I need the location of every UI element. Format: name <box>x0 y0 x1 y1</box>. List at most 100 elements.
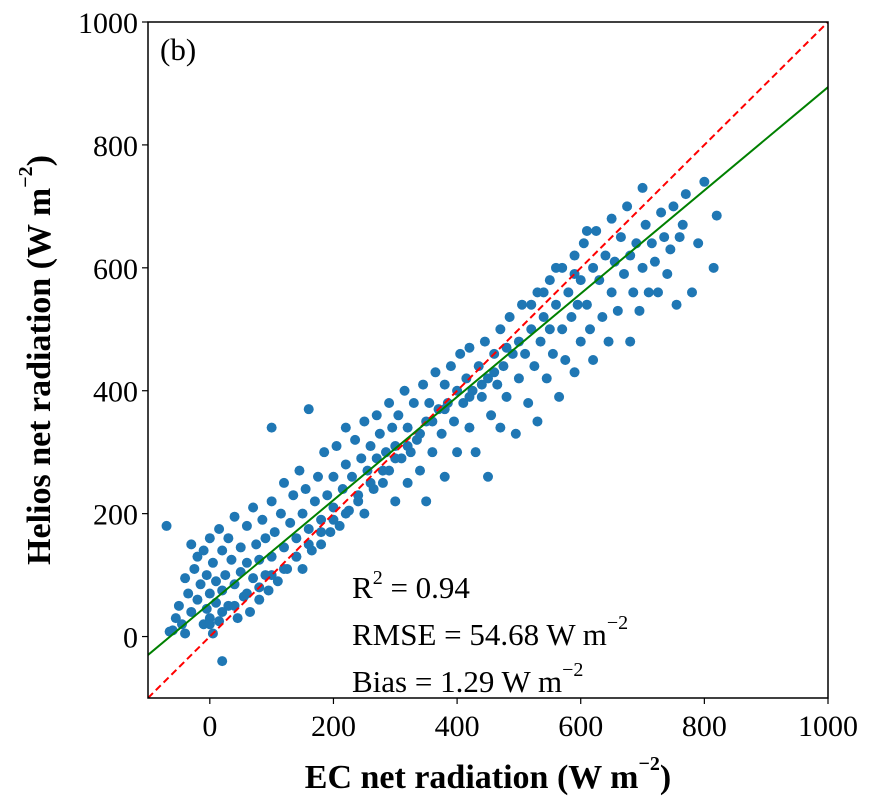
data-point <box>402 477 413 488</box>
data-point <box>198 545 209 556</box>
data-point <box>436 428 447 439</box>
data-point <box>319 447 330 458</box>
data-point <box>646 238 657 249</box>
data-point <box>331 441 342 452</box>
data-point <box>637 262 648 273</box>
data-point <box>547 348 558 359</box>
x-tick-label: 200 <box>311 710 356 743</box>
data-point <box>207 557 218 568</box>
data-point <box>254 554 265 565</box>
data-point <box>541 373 552 384</box>
data-point <box>217 545 228 556</box>
data-point <box>551 262 561 273</box>
data-point <box>214 524 225 534</box>
y-tick-label: 1000 <box>78 7 138 40</box>
x-tick-label: 400 <box>435 710 480 743</box>
data-point <box>303 404 314 415</box>
data-point <box>662 268 673 279</box>
data-point <box>532 416 543 427</box>
data-point <box>699 176 710 187</box>
data-point <box>606 213 617 224</box>
y-axis-label: Helios net radiation (W m−2) <box>15 155 58 565</box>
data-point <box>170 613 181 624</box>
r2-annotation: R2 = 0.94 <box>352 567 470 605</box>
data-point <box>671 299 682 310</box>
data-point <box>464 422 475 433</box>
data-point <box>229 511 240 522</box>
data-point <box>173 600 184 611</box>
data-point <box>711 210 722 221</box>
x-tick-label: 800 <box>682 710 727 743</box>
y-tick-label: 400 <box>93 376 138 409</box>
data-point <box>483 471 493 482</box>
data-point <box>204 588 215 599</box>
data-point <box>455 348 466 359</box>
data-point <box>427 447 438 458</box>
data-point <box>619 268 629 279</box>
data-point <box>581 299 592 310</box>
data-point <box>708 262 719 273</box>
data-point <box>495 422 506 433</box>
data-point <box>498 361 509 372</box>
data-point <box>291 533 302 544</box>
data-point <box>297 508 308 519</box>
data-point <box>606 287 617 298</box>
data-point <box>517 299 527 310</box>
data-point <box>316 527 327 538</box>
data-point <box>439 471 450 482</box>
data-point <box>235 542 246 553</box>
data-point <box>600 250 611 261</box>
data-point <box>177 619 187 630</box>
data-point <box>510 428 521 439</box>
data-point <box>486 410 497 421</box>
data-point <box>544 324 555 335</box>
data-point <box>195 579 206 590</box>
data-point <box>659 232 670 243</box>
data-point <box>217 585 228 596</box>
data-point <box>578 238 589 249</box>
data-point <box>186 606 197 617</box>
data-point <box>359 416 370 427</box>
y-tick-label: 200 <box>93 499 138 532</box>
data-point <box>575 336 586 347</box>
data-point <box>622 201 633 212</box>
data-point <box>322 490 333 501</box>
data-point <box>637 182 648 193</box>
data-point <box>464 342 475 353</box>
data-point <box>254 594 265 605</box>
data-point <box>402 441 413 452</box>
data-point <box>347 471 357 482</box>
data-point <box>625 336 636 347</box>
data-point <box>217 606 228 617</box>
data-point <box>597 311 608 322</box>
x-tick-label: 0 <box>202 710 217 743</box>
data-point <box>334 520 345 531</box>
data-point <box>365 441 376 452</box>
data-point <box>495 324 506 335</box>
data-point <box>612 305 623 316</box>
data-point <box>204 533 215 544</box>
data-point <box>693 238 704 249</box>
one-to-one-line <box>148 22 828 698</box>
data-point <box>520 348 531 359</box>
data-point <box>374 428 385 439</box>
data-point <box>217 656 228 667</box>
data-point <box>251 539 262 550</box>
data-point <box>387 422 398 433</box>
data-point <box>563 287 574 298</box>
y-axis: 0 200 400 600 800 1000 <box>78 7 148 655</box>
x-axis: 0 200 400 600 800 1000 <box>202 698 858 743</box>
data-point <box>625 250 636 261</box>
data-point <box>201 570 212 581</box>
data-point <box>220 570 231 581</box>
data-point <box>303 524 314 534</box>
data-point <box>615 232 626 243</box>
data-point <box>353 496 364 507</box>
data-point <box>452 447 463 458</box>
data-point <box>266 422 277 433</box>
data-point <box>279 477 289 488</box>
data-point <box>402 422 413 433</box>
data-point <box>476 379 487 390</box>
data-point <box>591 225 602 236</box>
